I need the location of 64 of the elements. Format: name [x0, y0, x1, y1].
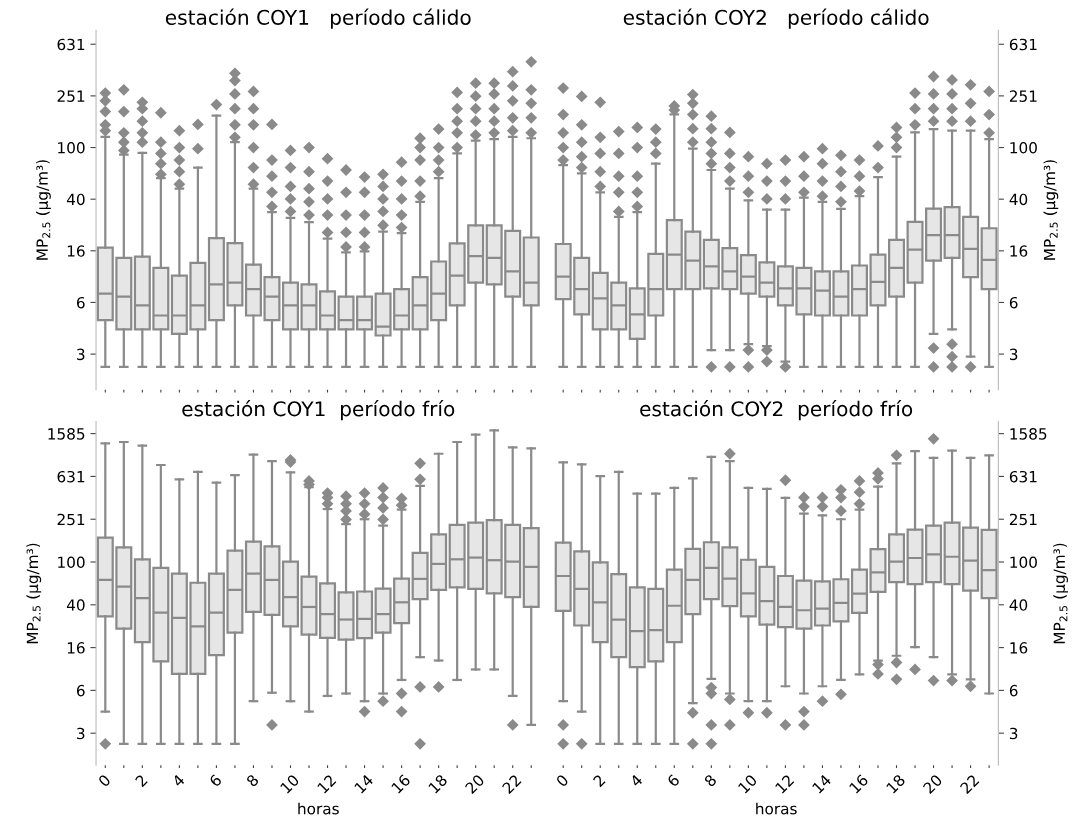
y-tick-label: 631 — [1009, 470, 1037, 483]
y-axis-title: MP$_{2.5}$ (μg/m³) — [1053, 543, 1068, 644]
y-tick-label: 40 — [1009, 193, 1028, 206]
y-tick-label: 631 — [57, 38, 85, 51]
y-tick-label: 631 — [57, 470, 85, 483]
y-tick-label: 40 — [66, 599, 85, 611]
x-tick-label: 8 — [245, 773, 260, 788]
y-axis-title: MP$_{2.5}$ (μg/m³) — [36, 160, 51, 260]
chart-title: estación COY2 período cálido — [623, 8, 929, 29]
y-tick-label: 251 — [1009, 90, 1037, 102]
x-tick-label: 10 — [279, 773, 300, 794]
x-tick-label: 16 — [390, 773, 411, 794]
y-tick-label: 6 — [76, 296, 85, 309]
y-tick-label: 40 — [66, 193, 85, 206]
y-tick-label: 251 — [57, 513, 85, 526]
x-tick-label: 18 — [427, 773, 448, 794]
y-tick-label: 631 — [1009, 38, 1037, 51]
x-tick-label: 22 — [501, 774, 522, 795]
chart-title: estación COY2 período frío — [640, 400, 913, 421]
x-tick-label: 14 — [353, 773, 374, 794]
y-tick-label: 251 — [1009, 513, 1037, 526]
y-tick-label: 6 — [1009, 684, 1018, 697]
x-tick-label: 6 — [666, 773, 681, 788]
x-tick-label: 22 — [959, 774, 980, 795]
y-tick-label: 100 — [1010, 556, 1037, 569]
y-tick-label: 3 — [77, 727, 85, 740]
y-tick-label: 6 — [1009, 296, 1018, 309]
y-tick-label: 100 — [58, 556, 85, 569]
y-tick-label: 16 — [67, 245, 85, 257]
chart-title: estación COY1 período cálido — [165, 8, 471, 29]
x-axis-title: horas — [756, 802, 797, 815]
y-axis-title: MP$_{2.5}$ (μg/m³) — [1043, 160, 1059, 260]
x-tick-label: 6 — [208, 773, 223, 788]
x-tick-label: 4 — [629, 773, 644, 788]
x-tick-label: 20 — [464, 773, 485, 795]
y-tick-label: 1585 — [48, 428, 85, 440]
y-tick-label: 40 — [1009, 599, 1028, 611]
x-tick-label: 2 — [592, 774, 606, 788]
y-tick-label: 16 — [1010, 245, 1028, 257]
y-tick-label: 16 — [67, 642, 85, 654]
y-tick-label: 100 — [58, 142, 85, 154]
x-tick-label: 2 — [134, 774, 148, 788]
y-tick-label: 251 — [57, 90, 85, 102]
x-tick-label: 8 — [703, 773, 718, 788]
y-tick-label: 100 — [1010, 142, 1037, 154]
y-axis-title: MP$_{2.5}$ (μg/m³) — [26, 543, 42, 644]
y-tick-label: 6 — [76, 684, 85, 697]
y-tick-label: 3 — [1009, 727, 1018, 740]
y-tick-label: 3 — [1009, 348, 1018, 361]
x-tick-label: 14 — [811, 773, 832, 794]
x-tick-label: 12 — [316, 774, 337, 794]
x-tick-label: 12 — [774, 774, 795, 794]
x-tick-label: 0 — [97, 773, 112, 788]
chart-title: estación COY1 período frío — [182, 400, 455, 421]
y-tick-label: 16 — [1010, 642, 1028, 654]
x-tick-label: 10 — [737, 773, 758, 794]
x-tick-label: 4 — [171, 773, 186, 788]
y-tick-label: 3 — [77, 348, 85, 361]
x-tick-label: 0 — [555, 773, 570, 788]
x-axis-title: horas — [298, 802, 339, 815]
y-tick-label: 1585 — [1010, 428, 1047, 440]
x-tick-label: 16 — [848, 773, 869, 794]
x-tick-label: 18 — [885, 773, 906, 794]
x-tick-label: 20 — [922, 773, 943, 795]
